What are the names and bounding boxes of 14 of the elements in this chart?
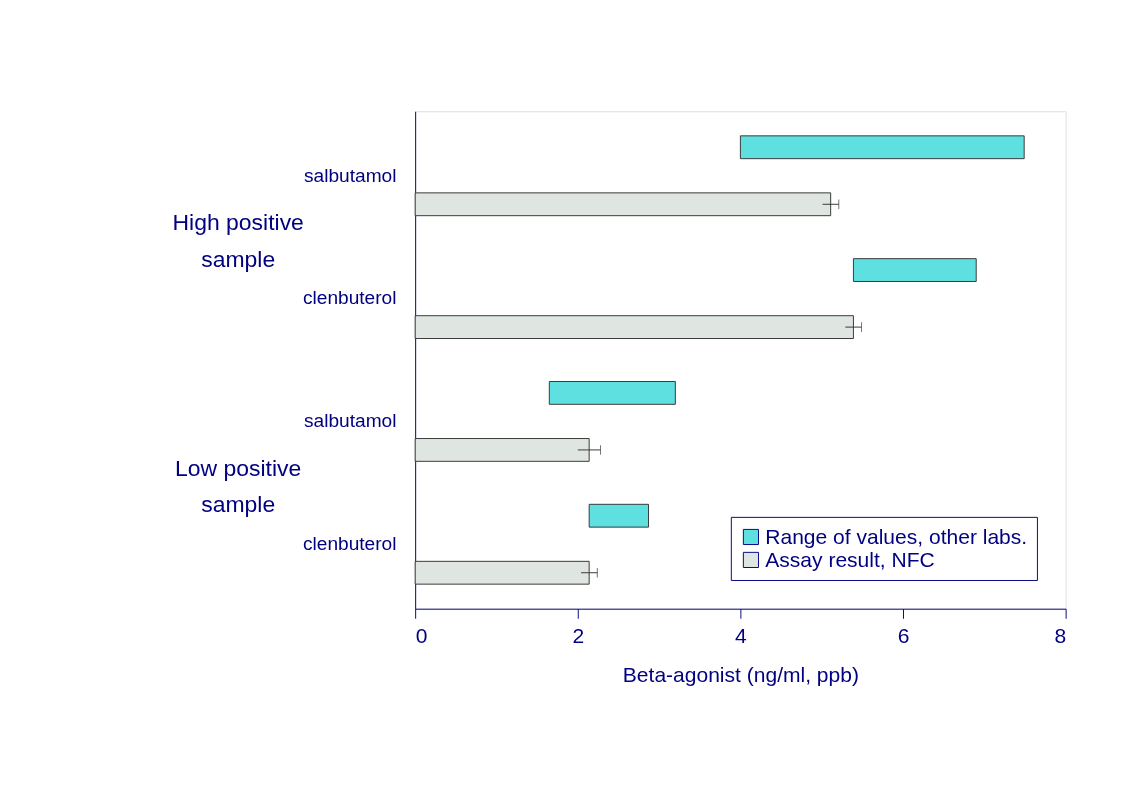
text: High positive sample <box>172 209 304 272</box>
x-axis-title: Beta-agonist (ng/ml, ppb) <box>622 662 859 686</box>
y-tick-label: salbutamol <box>304 164 397 186</box>
text: Low positive sample <box>175 454 302 518</box>
y-tick-label: clenbuterol <box>302 287 397 309</box>
x-tick-label: 2 <box>572 623 585 647</box>
y-tick-label: clenbuterol <box>302 532 397 554</box>
x-tick-label: 0 <box>415 623 428 647</box>
legend-label: Range of values, other labs. <box>765 524 1028 548</box>
x-tick-label: 4 <box>735 623 748 647</box>
x-tick-label: 6 <box>897 623 910 647</box>
legend-label: Assay result, NFC <box>765 547 935 571</box>
x-tick-label: 8 <box>1054 623 1067 647</box>
y-tick-label: salbutamol <box>304 410 397 432</box>
